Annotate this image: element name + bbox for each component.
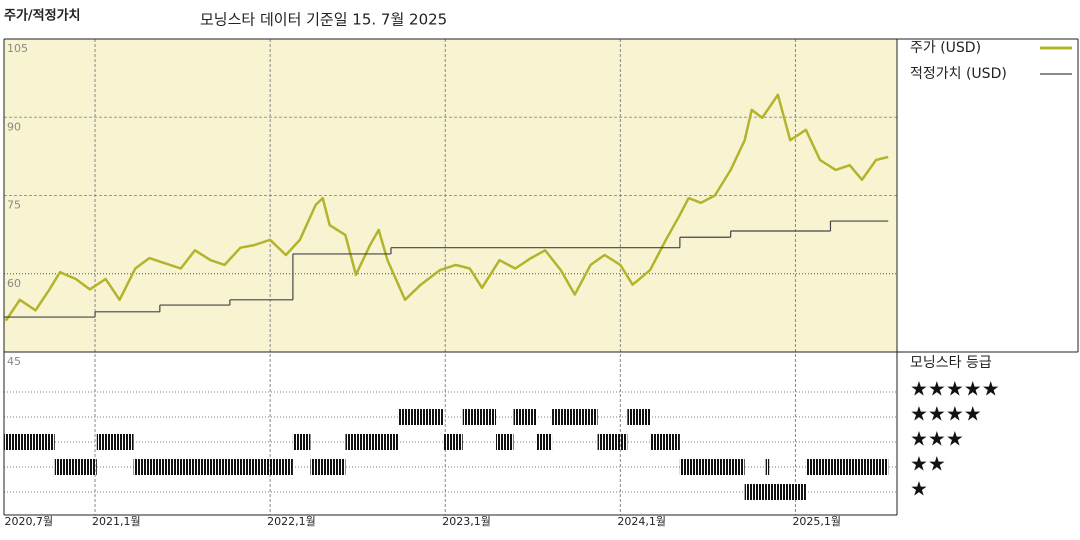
rating-label: ★★★★★ (910, 377, 1000, 401)
x-tick-label: 2025,1월 (792, 515, 841, 528)
rating-bar (54, 459, 97, 475)
x-tick-label: 2020,7월 (5, 515, 54, 528)
x-tick-label: 2021,1월 (92, 515, 141, 528)
rating-bar (310, 459, 346, 475)
legend-label: 주가 (USD) (910, 40, 981, 56)
rating-label: ★★★ (910, 427, 964, 451)
rating-bar (96, 434, 134, 450)
rating-bar (552, 409, 598, 425)
x-tick-label: 2023,1월 (442, 515, 491, 528)
panel-title: 모닝스타 등급 (910, 355, 992, 371)
rating-bar (805, 459, 889, 475)
rating-label: ★ (910, 477, 928, 501)
rating-label: ★★★★ (910, 402, 982, 426)
x-tick-label: 2022,1월 (267, 515, 316, 528)
price-line (4, 93, 889, 322)
rating-bar (597, 434, 628, 450)
rating-bar (513, 409, 537, 425)
rating-bar (650, 434, 680, 450)
rating-bar (397, 409, 444, 425)
rating-bar (744, 484, 806, 500)
rating-label: ★★ (910, 452, 946, 476)
legend-label: 적정가치 (USD) (910, 66, 1007, 82)
y-tick-label: 90 (7, 120, 21, 133)
y-tick-label: 75 (7, 199, 21, 212)
rating-bar (345, 434, 398, 450)
rating-bar (536, 434, 553, 450)
rating-bar (627, 409, 651, 425)
rating-bar (679, 459, 745, 475)
rating-bar (292, 434, 311, 450)
chart-subtitle: 모닝스타 데이터 기준일 15. 7월 2025 (200, 11, 447, 29)
chart-title: 주가/적정가치 (4, 8, 81, 24)
rating-bar (462, 409, 497, 425)
rating-bar (496, 434, 514, 450)
y-tick-label: 105 (7, 42, 28, 55)
rating-bar (443, 434, 463, 450)
y-tick-label: 60 (7, 277, 21, 290)
x-tick-label: 2024,1월 (617, 515, 666, 528)
rating-bar (4, 434, 55, 450)
rating-bar (133, 459, 293, 475)
y-tick-label: 45 (7, 355, 21, 368)
rating-bar (765, 459, 770, 475)
